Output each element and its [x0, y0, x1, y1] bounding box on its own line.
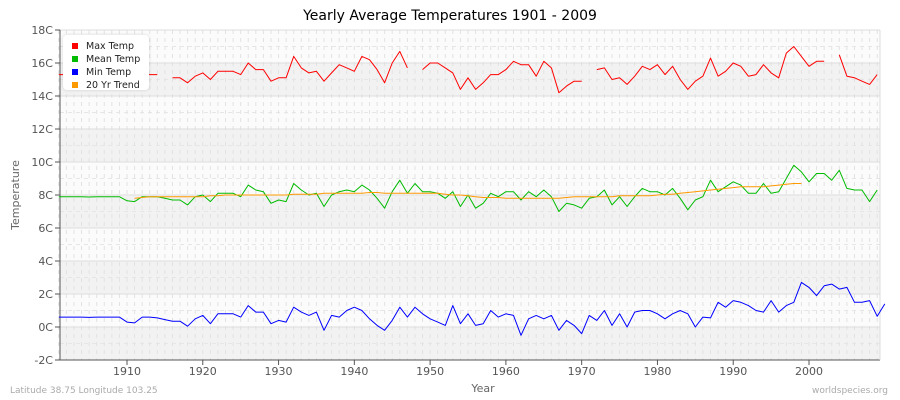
- y-tick-label: 8C: [38, 189, 53, 202]
- y-tick-label: 2C: [38, 288, 53, 301]
- legend-item: Mean Temp: [63, 53, 149, 66]
- y-axis-label: Temperature: [9, 160, 22, 231]
- legend-swatch: [72, 43, 78, 50]
- series-line-max-temp: [422, 60, 582, 94]
- series-line-max-temp: [172, 50, 408, 84]
- y-tick-label: 10C: [31, 156, 53, 169]
- legend-item: 20 Yr Trend: [63, 79, 149, 92]
- legend: Max Temp Mean Temp Min Temp 20 Yr Trend: [63, 35, 149, 92]
- x-tick-label: 1930: [265, 365, 293, 378]
- series-line-min-temp: [58, 281, 886, 336]
- chart-title: Yearly Average Temperatures 1901 - 2009: [302, 8, 597, 24]
- series-line-20-yr-trend: [134, 183, 802, 199]
- x-tick-label: 1910: [113, 365, 141, 378]
- location-label: Latitude 38.75 Longitude 103.25: [10, 386, 158, 396]
- legend-label: Min Temp: [86, 66, 132, 78]
- source-label: worldspecies.org: [811, 386, 888, 396]
- y-tick-label: 14C: [31, 90, 53, 103]
- x-tick-label: 2000: [795, 365, 823, 378]
- x-tick-label: 1990: [719, 365, 747, 378]
- legend-label: Max Temp: [86, 40, 134, 52]
- y-tick-label: 4C: [38, 255, 53, 268]
- legend-swatch: [72, 82, 78, 89]
- x-tick-label: 1940: [340, 365, 368, 378]
- legend-item: Min Temp: [63, 66, 149, 79]
- y-tick-label: 18C: [31, 24, 53, 37]
- legend-label: Mean Temp: [86, 53, 141, 65]
- y-tick-label: -2C: [34, 354, 53, 367]
- series-line-max-temp: [838, 54, 878, 85]
- x-tick-label: 1980: [643, 365, 671, 378]
- x-tick-label: 1970: [568, 365, 596, 378]
- legend-label: 20 Yr Trend: [86, 79, 140, 91]
- legend-swatch: [72, 69, 78, 76]
- y-tick-label: 16C: [31, 57, 53, 70]
- legend-swatch: [72, 56, 78, 63]
- x-tick-label: 1950: [416, 365, 444, 378]
- legend-item: Max Temp: [63, 40, 149, 53]
- x-tick-label: 1920: [189, 365, 217, 378]
- y-tick-label: 0C: [38, 321, 53, 334]
- x-axis-label: Year: [470, 382, 495, 395]
- y-tick-label: 12C: [31, 123, 53, 136]
- series-line-max-temp: [596, 46, 825, 90]
- x-tick-label: 1960: [492, 365, 520, 378]
- y-tick-label: 6C: [38, 222, 53, 235]
